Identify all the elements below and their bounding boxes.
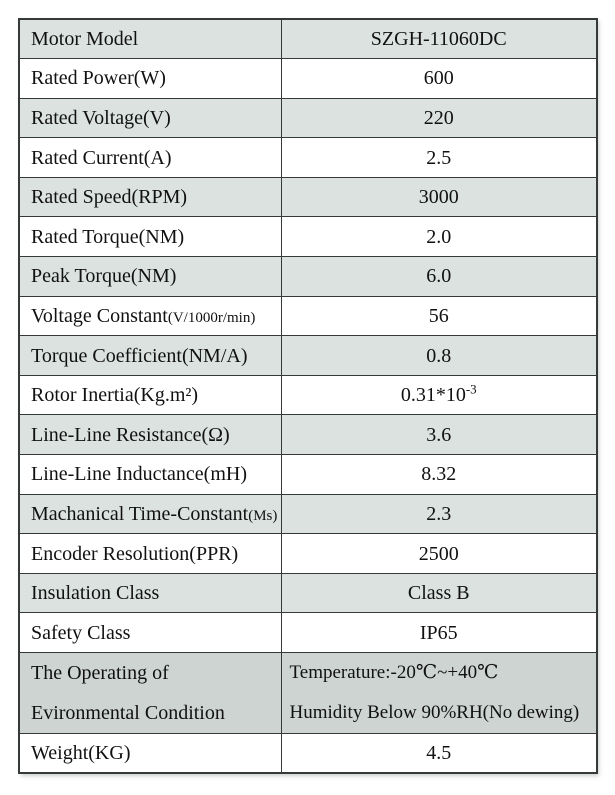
spec-value-exponent: -3 bbox=[465, 381, 477, 397]
table-row-line-inductance: Line-Line Inductance(mH) 8.32 bbox=[18, 454, 598, 495]
table-row-safety-class: Safety Class IP65 bbox=[18, 612, 598, 653]
spec-value: 4.5 bbox=[280, 733, 598, 774]
spec-label-unit: (Ms) bbox=[248, 507, 278, 524]
operating-temperature: Temperature:-20℃~+40℃ bbox=[289, 661, 499, 683]
spec-label: Rated Current(A) bbox=[18, 137, 282, 178]
spec-label: Weight(KG) bbox=[18, 733, 282, 774]
table-row-rated-speed: Rated Speed(RPM) 3000 bbox=[18, 176, 598, 218]
spec-label-text: Machanical Time-Constant bbox=[31, 502, 249, 525]
operating-label-line1: The Operating of bbox=[31, 662, 169, 684]
spec-label-text: Voltage Constant bbox=[31, 304, 168, 327]
spec-label-unit: (V/1000r/min) bbox=[167, 309, 256, 326]
spec-label: Rated Power(W) bbox=[18, 58, 282, 99]
spec-label: Rated Torque(NM) bbox=[18, 216, 282, 258]
spec-value: 56 bbox=[280, 295, 598, 337]
spec-label: Torque Coefficient(NM/A) bbox=[18, 335, 282, 376]
table-row-rated-current: Rated Current(A) 2.5 bbox=[18, 137, 598, 178]
table-row-encoder-resolution: Encoder Resolution(PPR) 2500 bbox=[18, 533, 598, 574]
spec-value: SZGH-11060DC bbox=[280, 18, 598, 60]
spec-value: 8.32 bbox=[280, 454, 598, 495]
spec-label: Rotor Inertia(Kg.m²) bbox=[18, 374, 282, 416]
spec-label: Motor Model bbox=[18, 18, 282, 60]
table-row-motor-model: Motor Model SZGH-11060DC bbox=[18, 18, 598, 60]
spec-label: Peak Torque(NM) bbox=[18, 256, 282, 297]
spec-label: Line-Line Resistance(Ω) bbox=[18, 414, 282, 456]
table-row-rated-voltage: Rated Voltage(V) 220 bbox=[18, 97, 598, 139]
spec-value: 2.0 bbox=[280, 216, 598, 258]
table-row-weight: Weight(KG) 4.5 bbox=[18, 733, 598, 774]
motor-spec-table: Motor Model SZGH-11060DC Rated Power(W) … bbox=[18, 18, 598, 775]
spec-value: Temperature:-20℃~+40℃ Humidity Below 90%… bbox=[280, 652, 598, 734]
table-row-rated-torque: Rated Torque(NM) 2.0 bbox=[18, 216, 598, 258]
spec-label: The Operating of Evironmental Condition bbox=[18, 652, 282, 734]
spec-label: Encoder Resolution(PPR) bbox=[18, 533, 282, 574]
spec-label: Rated Voltage(V) bbox=[18, 97, 282, 139]
operating-humidity: Humidity Below 90%RH(No dewing) bbox=[289, 701, 580, 723]
operating-label-line2: Evironmental Condition bbox=[31, 702, 225, 724]
spec-label: Insulation Class bbox=[18, 572, 282, 614]
spec-value: 0.31*10-3 bbox=[280, 374, 598, 416]
table-row-rotor-inertia: Rotor Inertia(Kg.m²) 0.31*10-3 bbox=[18, 374, 598, 416]
spec-label: Rated Speed(RPM) bbox=[18, 176, 282, 218]
table-row-line-resistance: Line-Line Resistance(Ω) 3.6 bbox=[18, 414, 598, 456]
spec-value: 220 bbox=[280, 97, 598, 139]
spec-label: Voltage Constant(V/1000r/min) bbox=[18, 295, 282, 337]
table-row-rated-power: Rated Power(W) 600 bbox=[18, 58, 598, 99]
table-row-torque-coefficient: Torque Coefficient(NM/A) 0.8 bbox=[18, 335, 598, 376]
spec-value: 600 bbox=[280, 58, 598, 99]
spec-value: 2.5 bbox=[280, 137, 598, 178]
spec-label: Machanical Time-Constant(Ms) bbox=[18, 493, 282, 535]
table-row-operating-condition: The Operating of Evironmental Condition … bbox=[18, 652, 598, 734]
spec-value: Class B bbox=[280, 572, 598, 614]
table-row-mechanical-time-constant: Machanical Time-Constant(Ms) 2.3 bbox=[18, 493, 598, 535]
spec-value: 2.3 bbox=[280, 493, 598, 535]
spec-value: 3.6 bbox=[280, 414, 598, 456]
spec-value: 0.8 bbox=[280, 335, 598, 376]
table-row-peak-torque: Peak Torque(NM) 6.0 bbox=[18, 256, 598, 297]
table-row-insulation-class: Insulation Class Class B bbox=[18, 572, 598, 614]
spec-value-text: 0.31*10 bbox=[400, 384, 466, 407]
spec-value: 3000 bbox=[280, 176, 598, 218]
spec-label: Line-Line Inductance(mH) bbox=[18, 454, 282, 495]
spec-value: IP65 bbox=[280, 612, 598, 653]
spec-label: Safety Class bbox=[18, 612, 282, 653]
spec-value: 2500 bbox=[280, 533, 598, 574]
spec-value: 6.0 bbox=[280, 256, 598, 297]
motor-spec-sheet: Motor Model SZGH-11060DC Rated Power(W) … bbox=[18, 18, 598, 775]
table-row-voltage-constant: Voltage Constant(V/1000r/min) 56 bbox=[18, 295, 598, 337]
